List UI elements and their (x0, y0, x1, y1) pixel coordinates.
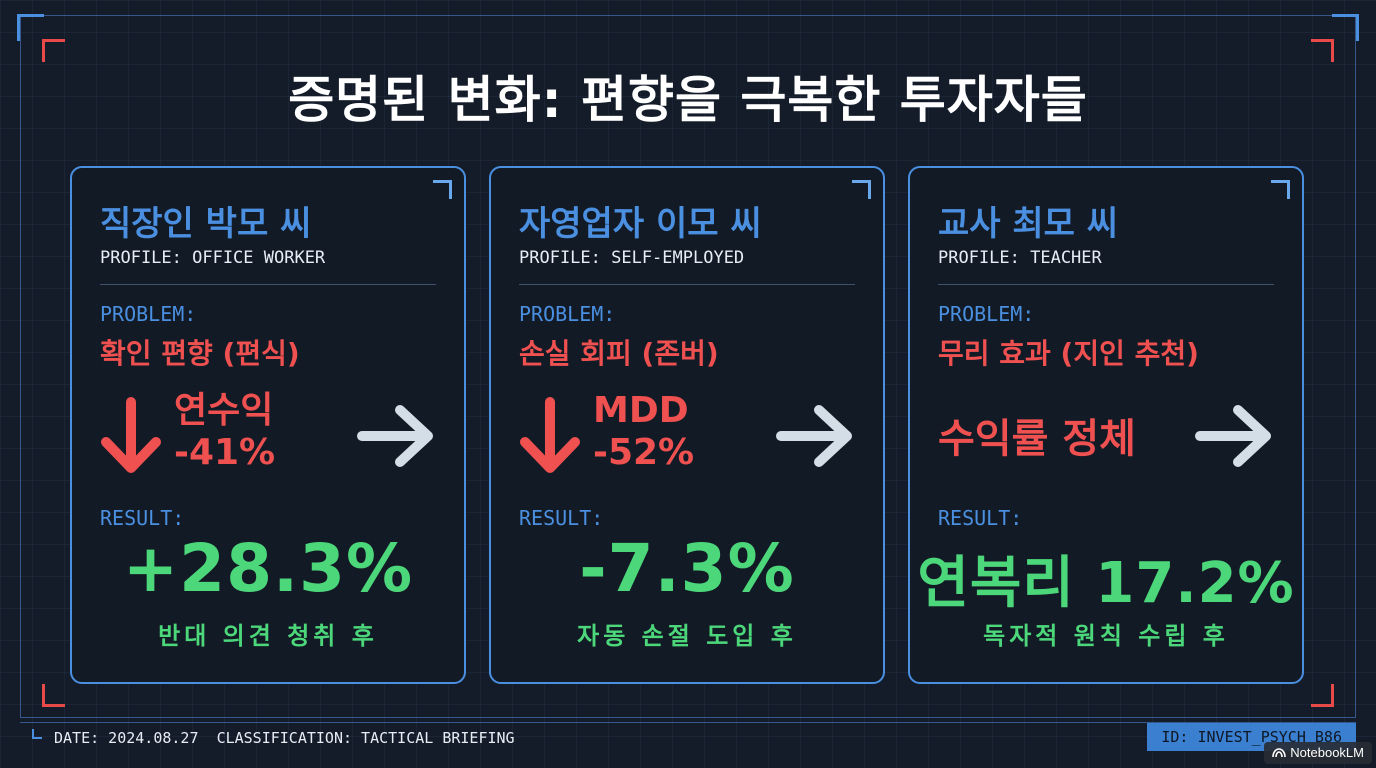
case-card-teacher: 교사 최모 씨 PROFILE: TEACHER PROBLEM: 무리 효과 … (908, 166, 1304, 684)
divider (938, 284, 1274, 285)
notebooklm-badge[interactable]: NotebookLM (1264, 742, 1372, 764)
profile-label: PROFILE: TEACHER (938, 248, 1102, 268)
divider (100, 284, 436, 285)
corner-bracket (1332, 14, 1359, 41)
arrow-down-icon (520, 397, 580, 473)
metric-value: -41% (174, 432, 276, 473)
problem-label: PROBLEM: (100, 302, 197, 326)
arrow-right-icon (1195, 405, 1271, 467)
card-corner-icon (1271, 180, 1290, 199)
metric-label: 연수익 (174, 390, 274, 431)
metric-label: MDD (593, 390, 689, 431)
profile-label: PROFILE: OFFICE WORKER (100, 248, 326, 268)
result-value: +28.3% (122, 530, 414, 607)
corner-bracket-red (1311, 39, 1334, 62)
problem-text: 확인 편향 (편식) (100, 337, 300, 370)
outer-frame (20, 15, 1356, 718)
corner-bracket-red (42, 684, 65, 707)
arrow-down-icon (101, 397, 161, 473)
problem-text: 무리 효과 (지인 추천) (938, 337, 1199, 370)
result-value: 연복리 17.2% (917, 551, 1295, 616)
problem-label: PROBLEM: (519, 302, 616, 326)
result-label: RESULT: (100, 506, 185, 530)
problem-label: PROBLEM: (938, 302, 1035, 326)
case-card-self-employed: 자영업자 이모 씨 PROFILE: SELF-EMPLOYED PROBLEM… (489, 166, 885, 684)
metric-value: -52% (593, 432, 695, 473)
problem-text: 손실 회피 (존버) (519, 337, 719, 370)
investor-name: 자영업자 이모 씨 (519, 204, 762, 244)
badge-label: NotebookLM (1290, 745, 1364, 760)
corner-bracket (17, 14, 44, 41)
card-corner-icon (852, 180, 871, 199)
arrow-right-icon (357, 405, 433, 467)
divider (519, 284, 855, 285)
result-note: 반대 의견 청취 후 (158, 622, 378, 650)
result-note: 자동 손절 도입 후 (577, 622, 797, 650)
notebooklm-logo-icon (1272, 748, 1287, 758)
result-value: -7.3% (579, 530, 795, 607)
investor-name: 직장인 박모 씨 (100, 204, 312, 244)
investor-name: 교사 최모 씨 (938, 204, 1119, 244)
footer-meta: DATE: 2024.08.27 CLASSIFICATION: TACTICA… (54, 729, 515, 747)
metric-block: 연수익 -41% (174, 390, 275, 474)
result-label: RESULT: (519, 506, 604, 530)
card-corner-icon (433, 180, 452, 199)
metric-text: 수익률 정체 (938, 416, 1136, 462)
case-card-office-worker: 직장인 박모 씨 PROFILE: OFFICE WORKER PROBLEM:… (70, 166, 466, 684)
arrow-right-icon (776, 405, 852, 467)
corner-bracket-red (42, 39, 65, 62)
footer-classification: CLASSIFICATION: TACTICAL BRIEFING (216, 729, 515, 747)
corner-bracket-red (1311, 684, 1334, 707)
page-title: 증명된 변화: 편향을 극복한 투자자들 (288, 71, 1088, 129)
footer-corner-icon (32, 729, 42, 739)
metric-block: MDD -52% (593, 390, 694, 474)
result-note: 독자적 원칙 수립 후 (983, 622, 1229, 650)
profile-label: PROFILE: SELF-EMPLOYED (519, 248, 745, 268)
footer-date: DATE: 2024.08.27 (54, 729, 199, 747)
result-label: RESULT: (938, 506, 1023, 530)
footer-bar: DATE: 2024.08.27 CLASSIFICATION: TACTICA… (20, 722, 1356, 751)
